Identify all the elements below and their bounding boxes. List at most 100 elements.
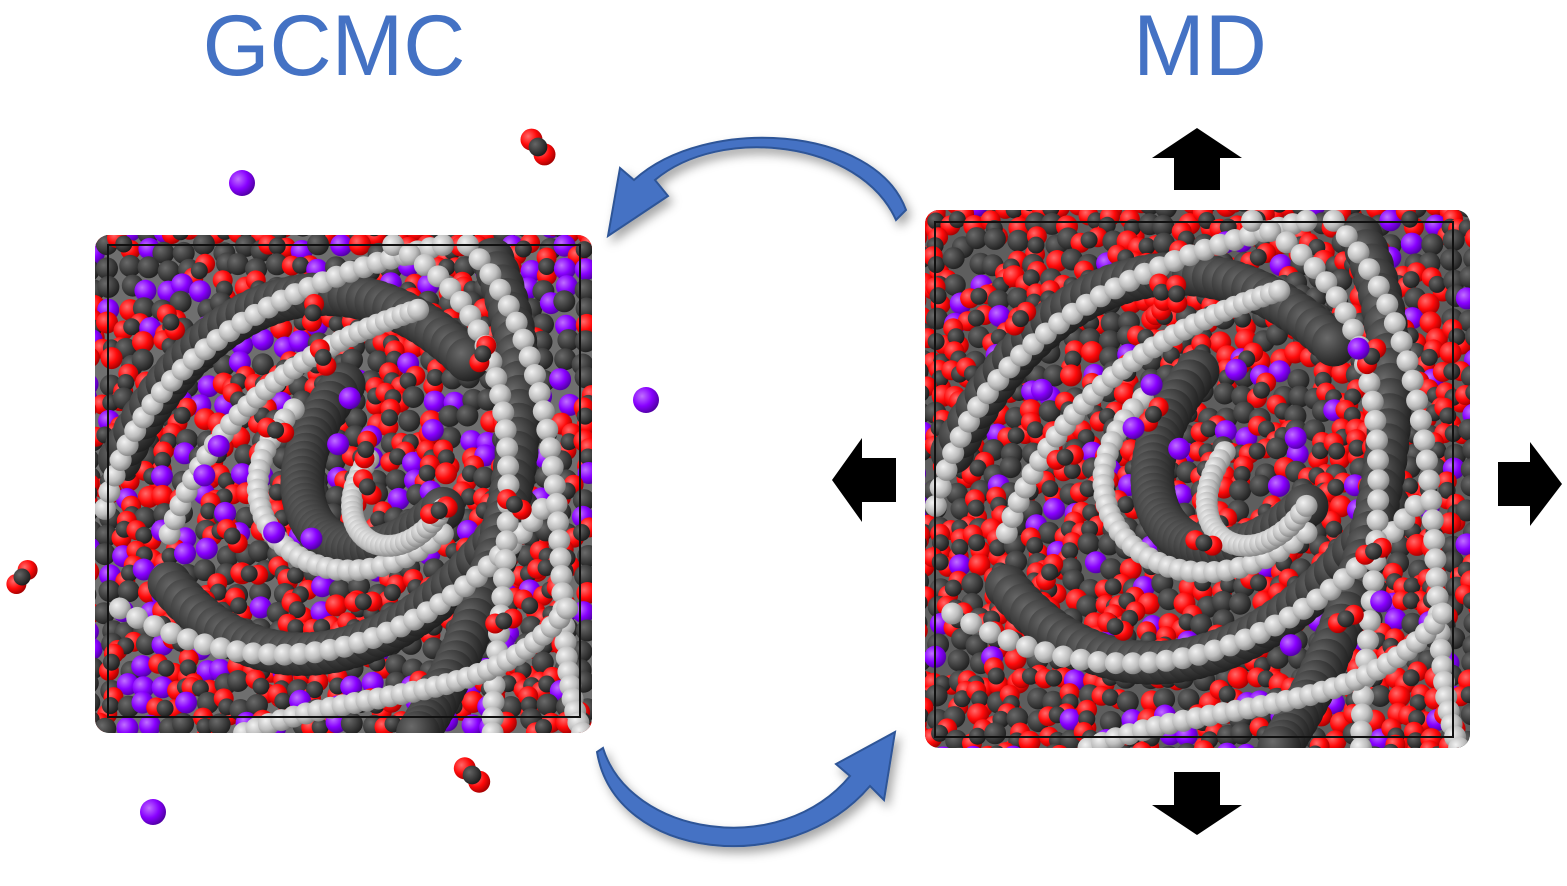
ion-atom xyxy=(251,328,274,351)
ion-atom xyxy=(461,714,484,733)
co2-molecule xyxy=(1190,415,1228,443)
ion-atom xyxy=(1122,416,1145,439)
co2-molecule xyxy=(485,608,523,634)
ion-atom xyxy=(1216,742,1239,748)
co2-molecule xyxy=(1240,243,1277,272)
ion-atom xyxy=(1235,743,1258,748)
co2-molecule xyxy=(161,235,200,244)
co2-molecule xyxy=(309,339,337,376)
co2-molecule xyxy=(520,128,556,166)
ion-atom xyxy=(338,387,361,410)
co2-molecule xyxy=(1131,741,1152,748)
co2-molecule xyxy=(1004,301,1037,336)
ion-atom xyxy=(207,435,230,457)
ion-atom xyxy=(288,330,311,353)
co2-molecule xyxy=(1455,383,1470,405)
ion-atom xyxy=(1347,337,1370,360)
gcmc-simulation-box xyxy=(95,235,592,733)
co2-molecule xyxy=(420,497,458,524)
ion-atom xyxy=(116,717,139,733)
ion-atom xyxy=(1349,745,1372,748)
ion-atom xyxy=(460,430,483,453)
ion-atom xyxy=(171,273,194,296)
framework-chain xyxy=(1195,441,1318,557)
ion-atom xyxy=(131,655,154,678)
ion-atom xyxy=(189,280,211,303)
ion-atom xyxy=(1022,749,1044,771)
ion-atom xyxy=(423,390,446,413)
co2-molecule xyxy=(1455,584,1470,617)
co2-molecule xyxy=(1327,604,1364,634)
co2-molecule xyxy=(188,235,209,239)
ion-atom xyxy=(1279,634,1302,657)
co2-molecule xyxy=(1097,612,1134,641)
co2-molecule xyxy=(1193,740,1214,748)
co2-molecule xyxy=(344,591,383,612)
ion-atom xyxy=(962,745,985,748)
ion-atom xyxy=(577,462,592,484)
ion-atom xyxy=(1400,232,1423,255)
ion-atom xyxy=(1030,378,1053,401)
ion-atom xyxy=(249,596,272,619)
co2-molecule xyxy=(378,398,401,437)
ion-atom xyxy=(553,257,576,280)
ion-atom xyxy=(214,501,237,524)
ion-atom xyxy=(1002,745,1025,748)
co2-molecule xyxy=(1166,275,1188,313)
co2-molecule xyxy=(353,469,382,505)
co2-molecule xyxy=(983,657,1009,695)
ion-atom xyxy=(193,464,216,487)
co2-molecule xyxy=(1355,537,1392,565)
md-simulation-box xyxy=(901,210,1470,772)
ion-atom xyxy=(151,465,173,488)
gas-molecules xyxy=(6,128,659,825)
co2-molecule xyxy=(948,528,971,567)
co2-molecule xyxy=(525,712,562,733)
co2-molecule xyxy=(216,518,248,554)
ion-atom xyxy=(1370,590,1393,613)
ion-atom xyxy=(229,170,255,196)
co2-molecule xyxy=(1260,210,1298,217)
md-label: MD xyxy=(1133,0,1267,94)
co2-molecule xyxy=(1306,736,1330,748)
ion-atom xyxy=(1455,533,1470,556)
expand-arrow-down-icon xyxy=(1152,772,1242,835)
ion-atom xyxy=(1455,287,1470,310)
co2-molecule xyxy=(1246,372,1277,408)
co2-molecule xyxy=(230,562,269,585)
ion-atom xyxy=(1267,475,1290,497)
ion-atom xyxy=(263,521,286,544)
ion-atom xyxy=(948,554,971,577)
ion-atom xyxy=(1286,443,1309,466)
ion-atom xyxy=(140,799,166,825)
ion-atom xyxy=(988,305,1011,327)
co2-molecule xyxy=(901,749,939,772)
co2-molecule xyxy=(1323,432,1350,470)
co2-molecule xyxy=(281,255,320,276)
ion-atom xyxy=(549,368,572,391)
co2-molecule xyxy=(925,376,937,402)
co2-molecule xyxy=(1035,553,1064,591)
gcmc-label: GCMC xyxy=(203,0,466,94)
ion-atom xyxy=(1168,437,1191,460)
ion-atom xyxy=(633,387,659,413)
co2-molecule xyxy=(257,417,295,443)
ion-atom xyxy=(195,537,218,560)
framework-chain xyxy=(1092,387,1318,584)
co2-molecule xyxy=(1382,734,1406,748)
exchange-arrow-top-icon xyxy=(606,136,908,239)
co2-molecule xyxy=(925,620,928,641)
ion-atom xyxy=(1140,373,1163,396)
ion-atom xyxy=(1214,420,1237,443)
co2-molecule xyxy=(95,399,97,420)
ion-atom xyxy=(402,451,424,474)
co2-molecule xyxy=(925,227,928,247)
framework-chain xyxy=(382,235,520,733)
ion-atom xyxy=(300,527,323,550)
co2-molecule xyxy=(1185,530,1223,556)
expand-arrow-right-icon xyxy=(1498,442,1562,526)
co2-molecule xyxy=(365,235,387,247)
exchange-arrow-bottom-icon xyxy=(595,730,897,848)
framework-chain xyxy=(233,597,579,733)
ion-atom xyxy=(540,235,562,239)
